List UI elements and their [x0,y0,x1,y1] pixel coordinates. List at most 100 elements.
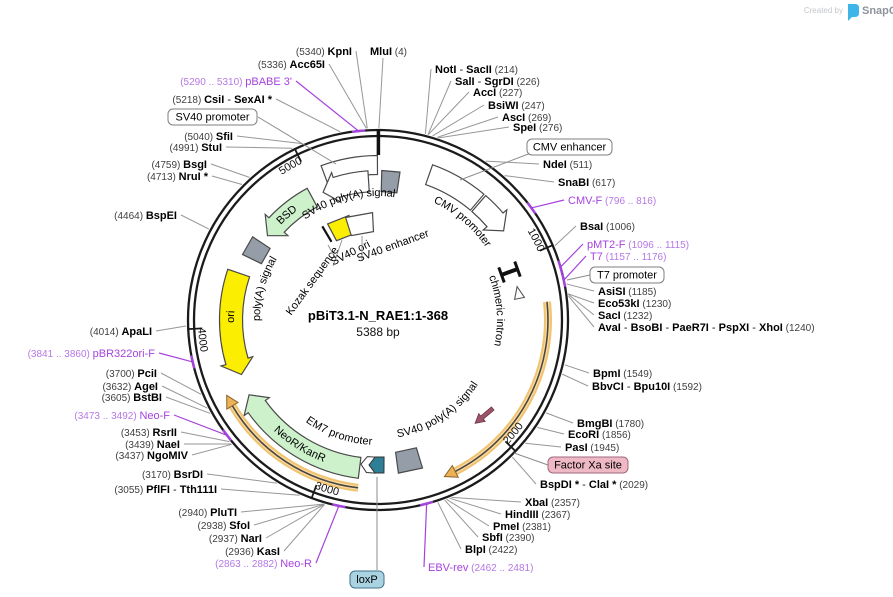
site-label-stui[interactable]: (4991) StuI [170,142,222,154]
leader-agei [161,385,208,409]
site-label-bsgi[interactable]: (4759) BsgI [151,159,207,171]
feature-factor-xa-marker[interactable] [472,405,496,427]
leader-pluti [240,503,324,513]
site-label-bsiwi[interactable]: BsiWI (247) [488,100,545,112]
site-label-asci[interactable]: AscI (269) [502,112,551,124]
site-label-bstbi[interactable]: (3605) BstBI [102,392,162,404]
label-sv40-polya-bottom: SV40 poly(A) signal [396,379,481,440]
site-label-bsai[interactable]: BsaI (1006) [580,221,635,233]
watermark: Created by SnapGene [804,4,893,21]
primer-tick-pmt2-f [557,260,564,274]
site-label-ngomiv[interactable]: (3437) NgoMIV [115,450,188,462]
primer-label-pmt2-f[interactable]: pMT2-F (1096 .. 1115) [587,239,689,251]
leader-bstbi [165,396,211,414]
leader-asisi [566,283,595,292]
site-label-apali[interactable]: (4014) ApaLI [90,326,152,338]
feature-chimeric-intron-ibeam[interactable] [497,261,522,283]
site-label-kpni[interactable]: (5340) KpnI [296,46,352,58]
site-label-ndei[interactable]: NdeI (511) [543,159,592,171]
site-label-sfoi[interactable]: (2938) SfoI [198,520,250,532]
site-label-snabi[interactable]: SnaBI (617) [558,177,615,189]
primer-tick-ebv-rev [419,500,434,507]
boxed-label-t7-promoter[interactable] [589,266,665,284]
site-label-sali-sgrdi[interactable]: SalI - SgrDI (226) [455,76,540,88]
site-label-csii-sexai[interactable]: (5218) CsiI - SexAI * [172,94,272,106]
watermark-created-by: Created by [804,6,843,15]
feature-sv40-enhancer-box[interactable] [344,211,375,237]
site-label-sbfi[interactable]: SbfI (2390) [482,532,534,544]
leader-sv40-promoter [257,116,337,165]
site-label-bmgbi[interactable]: BmgBI (1780) [577,418,644,430]
leader-apali [155,325,187,332]
site-label-eco53ki[interactable]: Eco53kI (1230) [598,298,671,310]
feature-loxp-badge[interactable] [368,456,385,474]
feature-sv40-polya-top-arrow[interactable] [322,170,370,204]
leader-bsiwi [432,104,485,137]
leader-t7 [563,255,587,281]
site-label-rsrii[interactable]: (3453) RsrII [121,427,177,439]
boxed-label-cmv-enhancer[interactable] [526,138,613,156]
leader-cmv-f [531,199,565,209]
site-label-hindiii[interactable]: HindIII (2367) [505,509,570,521]
primer-label-pbr322ori-f[interactable]: (3841 .. 3860) pBR322ori-F [28,348,156,360]
leader-pmt2-f [560,243,584,268]
site-label-mlui[interactable]: MluI (4) [370,46,407,58]
boxed-label-sv40-promoter[interactable] [167,108,258,126]
feature-neor-kanr-arrow[interactable] [243,394,362,479]
feature-intron-open-arrow[interactable] [512,285,526,301]
site-label-bspei[interactable]: (4464) BspEI [114,210,177,222]
leader-blpi [437,502,462,550]
leader-saci [567,293,595,316]
feature-polya-left-box[interactable] [241,235,271,265]
site-label-bspdi-clai[interactable]: BspDI * - ClaI * (2029) [540,479,648,491]
site-label-bsrdi[interactable]: (3170) BsrDI [142,469,203,481]
feature-rae1-orf-arc[interactable] [443,301,552,478]
site-label-spei[interactable]: SpeI (276) [513,122,562,134]
feature-cmv-promoter-arrow[interactable] [471,194,508,232]
primer-label-neo-f[interactable]: (3473 .. 3492) Neo-F [74,410,170,422]
primer-label-cmv-f[interactable]: CMV-F (796 .. 816) [568,195,656,207]
site-label-kasi[interactable]: (2936) KasI [225,546,280,558]
primer-label-t7[interactable]: T7 (1157 .. 1176) [590,251,666,263]
feature-neor-orf-arc[interactable] [226,394,359,492]
site-label-pflfi-tth111i[interactable]: (3055) PflFI - Tth111I [114,484,217,496]
site-label-pcii[interactable]: (3700) PciI [106,368,157,380]
site-label-pmei[interactable]: PmeI (2381) [493,521,551,533]
site-label-xbai[interactable]: XbaI (2357) [525,497,580,509]
primer-label-pbabe-3[interactable]: (5290 .. 5310) pBABE 3' [180,76,292,88]
site-label-nrui[interactable]: (4713) NruI * [147,171,209,183]
feature-misc-box-top[interactable] [380,169,401,194]
site-label-bbvci-bpu10i[interactable]: BbvCI - Bpu10I (1592) [592,381,702,393]
feature-kozak-line[interactable] [321,225,333,243]
boxed-label-loxp[interactable] [349,570,385,589]
site-label-saci[interactable]: SacI (1232) [598,310,652,322]
site-label-noti-sacii[interactable]: NotI - SacII (214) [435,64,518,76]
scale-tick-4000 [187,327,203,330]
boxed-label-factor-xa-site[interactable] [547,456,629,474]
feature-bsd-arrow[interactable] [264,187,319,237]
leader-nari [265,503,325,539]
site-label-asisi[interactable]: AsiSI (1185) [598,286,656,298]
leader-bmgbi [545,412,574,424]
primer-label-neo-r[interactable]: (2863 .. 2882) Neo-R [215,558,312,570]
primer-label-ebv-rev[interactable]: EBV-rev (2462 .. 2481) [428,562,533,574]
site-label-pasi[interactable]: PasI (1945) [565,442,619,454]
site-label-acci[interactable]: AccI (227) [473,87,522,99]
site-label-nari[interactable]: (2937) NarI [209,533,262,545]
site-label-ecori[interactable]: EcoRI (1856) [568,429,631,441]
site-label-pluti[interactable]: (2940) PluTI [178,507,237,519]
leader-pflfi-tth111i [220,488,300,496]
leader-pbabe-3 [295,80,359,132]
feature-ori-arrow[interactable] [218,268,255,376]
site-label-avai-bsobi-paer7i-pspxi-xhoi[interactable]: AvaI - BsoBI - PaeR7I - PspXI - XhoI (12… [598,322,815,334]
site-label-acc65i[interactable]: (5336) Acc65I [258,59,325,71]
leader-sfii [236,135,303,145]
site-label-naei[interactable]: (3439) NaeI [125,439,180,451]
feature-cmv-enhancer-band[interactable] [424,164,485,212]
feature-sv40-polya-bottom-box[interactable] [394,447,424,474]
site-label-bpmi[interactable]: BpmI (1549) [593,368,652,380]
boxed-label-text-t7-promoter: T7 promoter [597,270,657,282]
site-label-agei[interactable]: (3632) AgeI [102,381,158,393]
site-label-sfii[interactable]: (5040) SfiI [184,131,233,143]
site-label-blpi[interactable]: BlpI (2422) [465,544,517,556]
